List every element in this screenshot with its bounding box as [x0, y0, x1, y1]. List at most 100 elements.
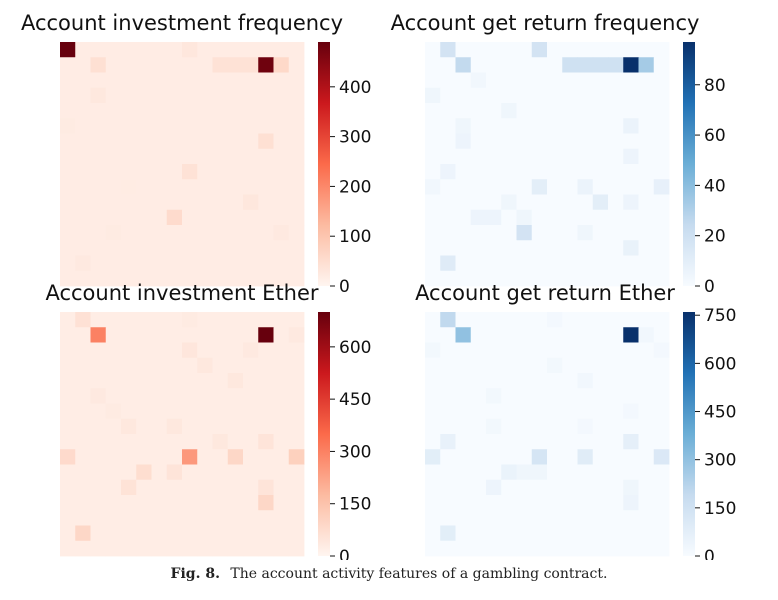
- heatmap-cell: [75, 164, 91, 180]
- heatmap-cell: [288, 270, 305, 287]
- heatmap-cell: [608, 464, 624, 481]
- heatmap-cell: [136, 87, 152, 104]
- heatmap-cell: [90, 194, 107, 211]
- heatmap-cell: [182, 525, 198, 542]
- heatmap-cell: [75, 464, 91, 481]
- colorbar-tick-label: 0: [704, 547, 715, 560]
- heatmap-cell: [258, 357, 274, 374]
- heatmap-cell: [182, 495, 198, 511]
- heatmap-cell: [562, 194, 578, 211]
- heatmap-cell: [273, 255, 290, 272]
- heatmap-cell: [592, 312, 609, 328]
- heatmap-cell: [136, 312, 152, 328]
- heatmap-cell: [197, 357, 213, 374]
- heatmap-cell: [227, 225, 244, 241]
- heatmap-cell: [90, 479, 107, 496]
- heatmap-cell: [455, 388, 472, 404]
- colorbar-tick-label: 300: [339, 128, 371, 148]
- heatmap-cell: [547, 103, 563, 119]
- heatmap-cell: [562, 240, 578, 256]
- heatmap-cell: [197, 87, 213, 104]
- heatmap-cell: [105, 179, 122, 195]
- heatmap-cell: [547, 118, 563, 134]
- heatmap-cell: [227, 373, 244, 389]
- heatmap-cell: [577, 403, 594, 420]
- heatmap-cell: [562, 270, 578, 287]
- heatmap-cell: [425, 342, 441, 359]
- heatmap-cell: [425, 57, 441, 73]
- heatmap-cell: [243, 357, 259, 374]
- heatmap-cell: [562, 133, 578, 150]
- heatmap-cell: [121, 148, 137, 165]
- heatmap-cell: [288, 403, 305, 420]
- heatmap-cell: [243, 164, 259, 180]
- heatmap-cell: [638, 525, 655, 542]
- heatmap-cell: [623, 179, 639, 195]
- heatmap-cell: [75, 42, 91, 58]
- heatmap-cell: [425, 449, 441, 465]
- heatmap-cell: [182, 240, 198, 256]
- heatmap-cell: [486, 540, 502, 557]
- heatmap-cell: [273, 540, 290, 557]
- heatmap-cell: [151, 327, 168, 343]
- heatmap-cell: [486, 373, 502, 389]
- heatmap-cell: [501, 42, 517, 58]
- heatmap-cell: [440, 57, 456, 73]
- panel-title: Account get return frequency: [391, 11, 700, 35]
- heatmap-cell: [182, 103, 198, 119]
- heatmap-cell: [75, 418, 91, 435]
- heatmap-cell: [197, 209, 213, 226]
- colorbar: [318, 312, 330, 556]
- heatmap-cell: [182, 42, 198, 58]
- heatmap-cell: [638, 342, 655, 359]
- heatmap-cell: [592, 357, 609, 374]
- heatmap-cell: [486, 434, 502, 450]
- heatmap-cell: [136, 327, 152, 343]
- heatmap-cell: [273, 225, 290, 241]
- heatmap-cell: [182, 148, 198, 165]
- panel-title: Account get return Ether: [415, 281, 675, 305]
- heatmap-cell: [288, 118, 305, 134]
- heatmap-cell: [212, 510, 229, 526]
- heatmap-cell: [623, 240, 639, 256]
- heatmap-cell: [486, 225, 502, 241]
- heatmap-cell: [562, 42, 578, 58]
- heatmap-cell: [577, 87, 594, 104]
- heatmap-cell: [455, 525, 472, 542]
- heatmap-cell: [121, 72, 137, 89]
- heatmap-cell: [470, 255, 487, 272]
- heatmap-cell: [455, 342, 472, 359]
- heatmap-cell: [623, 87, 639, 104]
- heatmap-cell: [562, 179, 578, 195]
- heatmap-cell: [136, 495, 152, 511]
- heatmap-cell: [151, 270, 168, 287]
- heatmap-cell: [227, 103, 244, 119]
- heatmap-cell: [562, 357, 578, 374]
- heatmap-cell: [212, 434, 229, 450]
- heatmap-cell: [562, 148, 578, 165]
- heatmap-cell: [653, 373, 670, 389]
- colorbar-tick-label: 0: [339, 547, 350, 560]
- heatmap-cell: [273, 327, 290, 343]
- heatmap-cell: [531, 449, 548, 465]
- heatmap-cell: [105, 342, 122, 359]
- heatmap-cell: [212, 449, 229, 465]
- heatmap-cell: [547, 373, 563, 389]
- heatmap-cell: [121, 418, 137, 435]
- heatmap-cell: [501, 270, 517, 287]
- heatmap-cell: [258, 373, 274, 389]
- heatmap-cell: [592, 103, 609, 119]
- heatmap-cell: [121, 403, 137, 420]
- heatmap-cell: [623, 388, 639, 404]
- heatmap-cell: [440, 87, 456, 104]
- heatmap-cell: [623, 72, 639, 89]
- heatmap-cell: [486, 495, 502, 511]
- heatmap-cell: [501, 133, 517, 150]
- heatmap-cell: [197, 388, 213, 404]
- heatmap-cell: [258, 388, 274, 404]
- heatmap-cell: [531, 118, 548, 134]
- heatmap-cell: [90, 373, 107, 389]
- heatmap-cell: [653, 240, 670, 256]
- heatmap-cell: [90, 312, 107, 328]
- heatmap-cell: [60, 373, 76, 389]
